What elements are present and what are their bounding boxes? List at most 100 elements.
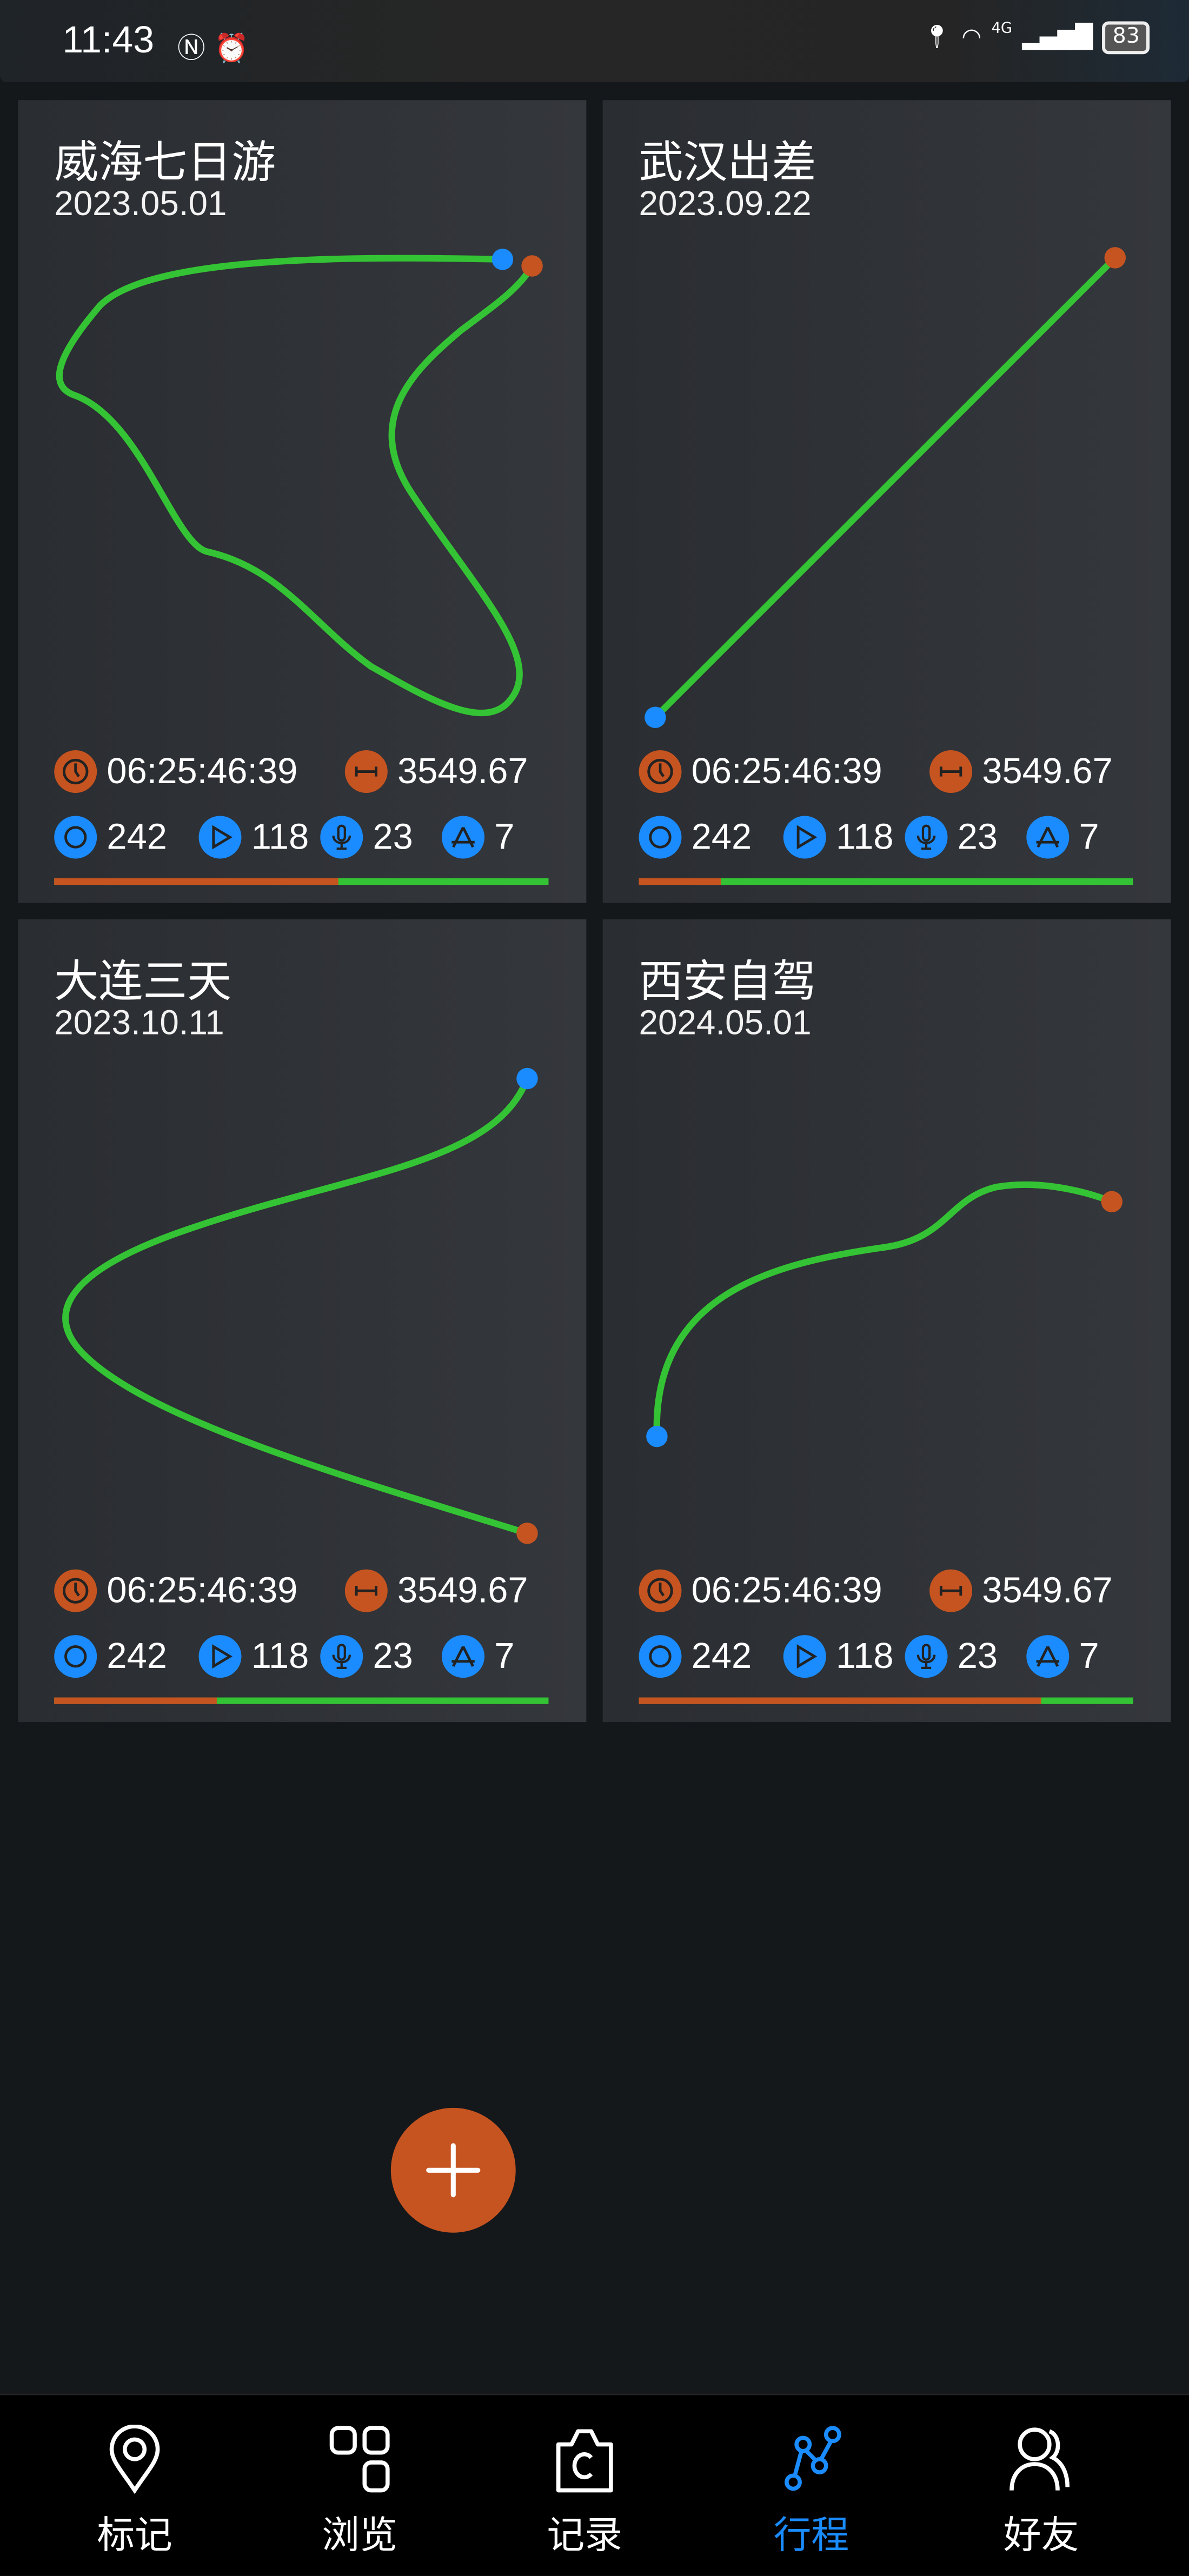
- nav-item-friends[interactable]: 好友: [951, 2395, 1132, 2575]
- trip-title: 威海七日游: [54, 138, 276, 189]
- photo-icon: [54, 816, 97, 859]
- trip-title: 大连三天: [54, 957, 232, 1008]
- video-count: 118: [251, 1635, 309, 1677]
- nav-item-label: 标记: [97, 2515, 172, 2558]
- network-type: 4G: [991, 21, 1013, 38]
- add-trip-button[interactable]: [390, 2107, 516, 2233]
- nav-item-label: 好友: [1003, 2515, 1079, 2558]
- camp-count: 7: [1079, 816, 1099, 857]
- trip-progress-fill: [54, 878, 338, 885]
- nfc-alarm-icons: Ⓝ ⏰: [177, 32, 249, 66]
- audio-count: 23: [373, 1635, 413, 1677]
- photo-count: 242: [107, 1635, 167, 1677]
- trip-progress-fill: [639, 878, 722, 885]
- map-pin-icon: [109, 2425, 160, 2494]
- trip-date: 2024.05.01: [639, 1004, 812, 1043]
- video-icon: [783, 1635, 826, 1678]
- video-icon: [198, 1635, 242, 1678]
- route-map: [62, 1067, 538, 1544]
- distance-icon: [929, 750, 973, 793]
- camp-count: 7: [494, 816, 515, 857]
- video-count: 118: [251, 816, 309, 857]
- camp-count: 7: [494, 1635, 515, 1677]
- trip-card[interactable]: 威海七日游 2023.05.01 06:25:46:39 3549.67 242 1…: [18, 100, 587, 903]
- distance-icon: [344, 750, 388, 793]
- route-line: [62, 1075, 531, 1537]
- nav-item-map-pin[interactable]: 标记: [44, 2395, 225, 2575]
- grid-icon: [329, 2426, 390, 2493]
- nav-item-grid[interactable]: 浏览: [269, 2395, 450, 2575]
- route-start-point: [516, 1067, 538, 1090]
- status-bar: 11:43 Ⓝ ⏰ 📍︎ ◠ 4G ▂▄▆█ 83: [0, 0, 1189, 82]
- route-start-point: [646, 1425, 668, 1447]
- audio-count: 23: [373, 816, 413, 857]
- camp-count: 7: [1079, 1635, 1099, 1677]
- nav-item-camera[interactable]: 记录: [494, 2395, 675, 2575]
- route-end-point: [521, 255, 543, 277]
- camp-icon: [1026, 1635, 1070, 1678]
- trip-card[interactable]: 大连三天 2023.10.11 06:25:46:39 3549.67 242 11…: [18, 919, 587, 1723]
- photo-count: 242: [691, 816, 752, 857]
- plus-icon: [426, 2143, 481, 2198]
- microphone-icon: [905, 816, 948, 859]
- photo-count: 242: [107, 816, 167, 857]
- route-start-point: [491, 249, 514, 270]
- camp-icon: [442, 1635, 485, 1678]
- friends-icon: [1009, 2427, 1070, 2491]
- trip-date: 2023.09.22: [639, 185, 812, 224]
- signal-icon: ▂▄▆█: [1022, 24, 1093, 51]
- trip-date: 2023.05.01: [54, 185, 227, 224]
- nav-item-label: 浏览: [322, 2515, 398, 2558]
- video-count: 118: [835, 816, 894, 857]
- distance-icon: [344, 1569, 388, 1612]
- camp-icon: [442, 816, 485, 859]
- trip-distance: 3549.67: [982, 750, 1113, 791]
- clock-icon: [54, 1569, 97, 1612]
- trip-card[interactable]: 西安自驾 2024.05.01 06:25:46:39 3549.67 242 11…: [602, 919, 1171, 1723]
- trip-title: 西安自驾: [639, 957, 816, 1008]
- trip-distance: 3549.67: [397, 1569, 528, 1611]
- route-end-point: [1104, 247, 1126, 269]
- route-map: [56, 249, 543, 717]
- microphone-icon: [905, 1635, 948, 1678]
- route-start-point: [645, 706, 666, 729]
- location-icon: 📍︎: [922, 24, 952, 51]
- distance-icon: [929, 1569, 973, 1612]
- route-end-point: [1101, 1191, 1122, 1213]
- trip-card[interactable]: 武汉出差 2023.09.22 06:25:46:39 3549.67 242 11…: [602, 100, 1171, 903]
- photo-icon: [639, 816, 682, 859]
- trip-progress-bar: [639, 1697, 1133, 1704]
- battery-indicator: 83: [1102, 21, 1150, 55]
- trip-title: 武汉出差: [639, 138, 816, 189]
- route-icon: [785, 2426, 841, 2491]
- trip-progress-fill: [639, 1697, 1041, 1704]
- trip-progress-bar: [54, 878, 549, 885]
- trip-progress-fill: [54, 1697, 217, 1704]
- bottom-nav: 标记 浏览 记录 行程 好友: [0, 2393, 1189, 2576]
- microphone-icon: [320, 1635, 363, 1678]
- clock-icon: [639, 1569, 682, 1612]
- trip-progress-bar: [54, 1697, 549, 1704]
- photo-count: 242: [691, 1635, 752, 1677]
- trip-duration: 06:25:46:39: [107, 750, 298, 791]
- video-count: 118: [835, 1635, 894, 1677]
- trip-duration: 06:25:46:39: [691, 1569, 882, 1611]
- audio-count: 23: [957, 1635, 998, 1677]
- audio-count: 23: [957, 816, 998, 857]
- video-icon: [783, 816, 826, 859]
- route-map: [645, 247, 1126, 729]
- route-line: [653, 1181, 1115, 1440]
- nav-item-label: 记录: [547, 2515, 623, 2558]
- route-line: [652, 254, 1119, 721]
- camera-icon: [556, 2429, 613, 2493]
- clock-icon: [54, 750, 97, 793]
- photo-icon: [54, 1635, 97, 1678]
- trip-progress-bar: [639, 878, 1133, 885]
- clock-icon: [639, 750, 682, 793]
- nav-item-route[interactable]: 行程: [721, 2395, 901, 2575]
- photo-icon: [639, 1635, 682, 1678]
- route-line: [56, 255, 536, 717]
- trip-distance: 3549.67: [982, 1569, 1113, 1611]
- route-map: [646, 1181, 1122, 1447]
- wifi-icon: ◠: [961, 24, 982, 51]
